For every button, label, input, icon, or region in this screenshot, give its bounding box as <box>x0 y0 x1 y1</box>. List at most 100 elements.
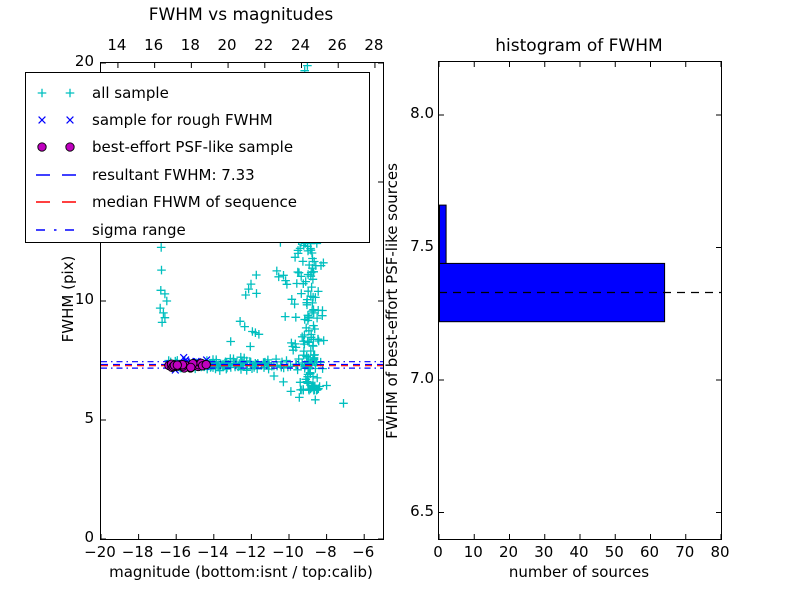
plus-marker <box>309 308 318 318</box>
x-tick-label: −14 <box>196 543 229 561</box>
x-tick-label: −6 <box>352 543 375 561</box>
x-marker-icon <box>38 116 74 124</box>
legend-label: median FHWM of sequence <box>92 193 297 212</box>
plus-marker <box>279 271 288 280</box>
top-tick-label: 28 <box>364 36 384 54</box>
plus-marker <box>312 373 322 383</box>
x-marker <box>66 116 74 124</box>
plus-marker <box>282 356 291 365</box>
plus-marker <box>339 399 348 408</box>
x-tick-label: 0 <box>433 543 443 561</box>
plus-marker <box>291 339 300 349</box>
plus-marker <box>269 371 279 381</box>
top-tick-label: 16 <box>144 36 164 54</box>
left-yaxis-label: FWHM (pix) <box>59 255 77 343</box>
circle-marker <box>201 359 211 370</box>
legend: all sample sample for rough FWHM best-ef… <box>25 72 370 243</box>
plus-marker <box>274 272 283 282</box>
plus-marker <box>296 272 306 281</box>
plus-marker <box>313 334 323 344</box>
x-tick-label: −20 <box>84 543 116 561</box>
x-tick-label: 10 <box>463 543 483 561</box>
plus-marker <box>293 365 302 375</box>
y-tick-label: 0 <box>84 528 94 546</box>
plus-marker <box>287 338 296 348</box>
plus-marker <box>297 332 307 342</box>
x-tick-label: 20 <box>498 543 519 561</box>
plus-marker <box>156 286 166 295</box>
plus-marker <box>294 268 304 277</box>
plus-marker <box>295 244 305 253</box>
plus-marker <box>300 315 309 324</box>
y-tick-label: 6.5 <box>410 501 434 520</box>
top-tick-label: 14 <box>107 36 127 54</box>
left-plot-title: FWHM vs magnitudes <box>148 5 334 25</box>
plus-marker <box>295 393 304 402</box>
plus-marker <box>313 287 323 296</box>
plus-marker <box>312 313 322 323</box>
plus-marker-icon <box>37 88 75 97</box>
plus-marker <box>313 306 323 315</box>
legend-entry-rough-fwhm: sample for rough FWHM <box>32 106 369 133</box>
right-xaxis-label: number of sources <box>508 563 650 581</box>
plus-marker <box>295 378 305 387</box>
plus-marker <box>159 308 168 318</box>
y-tick-label: 10 <box>74 290 94 308</box>
plus-marker <box>281 276 290 285</box>
plus-marker <box>302 295 312 304</box>
top-tick-label: 22 <box>254 36 274 54</box>
y-tick-label: 7.5 <box>410 236 434 255</box>
legend-label: sample for rough FWHM <box>92 111 273 130</box>
circle-marker <box>37 142 47 153</box>
plus-marker <box>301 323 311 333</box>
plus-marker <box>316 261 326 270</box>
plus-marker <box>292 279 302 288</box>
x-tick-label: −16 <box>159 543 192 561</box>
plus-marker <box>239 353 249 363</box>
y-tick-label: 7.0 <box>410 369 434 387</box>
plus-marker <box>272 266 282 276</box>
plus-marker <box>291 313 301 322</box>
right-plot-title: histogram of FWHM <box>495 36 663 56</box>
plus-marker <box>288 345 298 355</box>
plus-marker <box>303 370 313 379</box>
x-tick-label: 50 <box>604 543 624 561</box>
plus-marker <box>65 88 75 97</box>
dashed-line-icon <box>36 201 76 203</box>
plus-marker <box>162 296 172 306</box>
x-tick-label: 30 <box>534 543 554 561</box>
plus-marker <box>293 246 303 255</box>
plus-marker <box>307 282 316 292</box>
x-tick-label: −10 <box>272 543 304 561</box>
plus-marker <box>309 257 319 266</box>
legend-label: best-effort PSF-like sample <box>92 138 294 157</box>
plus-marker <box>298 257 308 266</box>
plus-marker <box>308 355 318 365</box>
plus-marker <box>242 366 251 375</box>
plus-marker <box>306 333 316 342</box>
plus-marker <box>244 284 253 294</box>
x-tick-label: 70 <box>675 543 695 561</box>
plus-marker <box>157 265 166 275</box>
plus-marker <box>286 387 296 396</box>
plus-marker <box>303 246 313 256</box>
top-tick-label: 20 <box>217 36 237 54</box>
legend-label: resultant FWHM: 7.33 <box>92 165 255 184</box>
x-tick-label: 60 <box>639 543 660 561</box>
plus-marker <box>226 337 235 346</box>
right-plot-canvas <box>439 62 721 539</box>
plus-marker <box>282 280 292 289</box>
plus-marker <box>252 289 261 298</box>
plus-marker <box>157 318 167 327</box>
plus-marker <box>240 322 249 331</box>
legend-label: sigma range <box>92 220 186 239</box>
legend-entry-sigma-range: sigma range <box>32 216 369 243</box>
circle-marker <box>186 362 196 373</box>
top-tick-label: 26 <box>327 36 347 54</box>
x-tick-label: −8 <box>314 543 337 561</box>
plus-marker <box>254 330 264 339</box>
plus-marker <box>235 317 245 326</box>
plus-marker <box>308 267 318 277</box>
plus-marker <box>246 342 255 351</box>
